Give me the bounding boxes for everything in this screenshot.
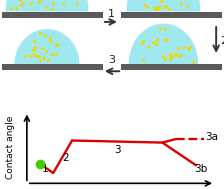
Polygon shape — [127, 0, 200, 12]
Text: 2: 2 — [220, 36, 224, 46]
Text: Contact angle: Contact angle — [6, 116, 15, 179]
Bar — [2, 64, 103, 70]
Text: 3b: 3b — [194, 164, 208, 174]
Polygon shape — [15, 29, 80, 64]
Text: 1: 1 — [42, 164, 49, 174]
Text: 3: 3 — [108, 55, 116, 65]
Text: 3: 3 — [114, 145, 121, 155]
Polygon shape — [6, 0, 88, 12]
Bar — [121, 64, 222, 70]
Bar — [121, 12, 222, 18]
Polygon shape — [129, 24, 198, 64]
Text: 2: 2 — [62, 153, 69, 163]
Bar — [2, 12, 103, 18]
Text: 3a: 3a — [206, 132, 219, 142]
Text: 1: 1 — [107, 9, 114, 19]
